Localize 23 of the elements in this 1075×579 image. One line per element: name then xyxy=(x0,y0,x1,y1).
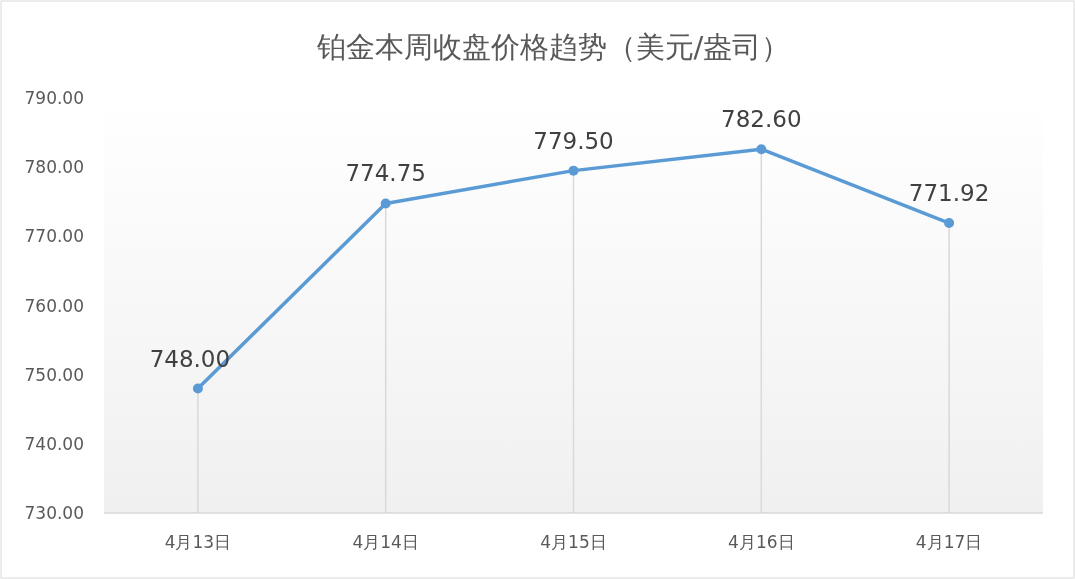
y-tick-label: 760.00 xyxy=(24,295,84,316)
y-tick-label: 770.00 xyxy=(24,226,84,247)
data-label: 779.50 xyxy=(533,127,614,154)
x-tick-label: 4月15日 xyxy=(540,532,607,552)
point xyxy=(380,198,391,209)
point xyxy=(944,218,955,229)
x-tick-label: 4月16日 xyxy=(728,532,795,552)
chart-title: 铂金本周收盘价格趋势（美元/盎司） xyxy=(315,30,791,64)
point xyxy=(192,383,203,394)
y-tick-label: 740.00 xyxy=(24,433,84,454)
y-tick-label: 780.00 xyxy=(24,157,84,178)
data-label: 748.00 xyxy=(149,345,231,372)
data-label: 774.75 xyxy=(345,160,426,187)
point xyxy=(756,144,767,155)
x-tick-label: 4月13日 xyxy=(164,532,232,552)
y-tick-label: 730.00 xyxy=(24,503,84,523)
data-label: 771.92 xyxy=(908,180,990,207)
y-tick-label: 790.00 xyxy=(24,88,84,108)
point xyxy=(568,165,579,176)
x-tick-label: 4月17日 xyxy=(915,532,983,552)
x-tick-label: 4月14日 xyxy=(352,532,419,552)
y-tick-label: 750.00 xyxy=(24,364,84,385)
data-label: 782.60 xyxy=(721,106,802,133)
